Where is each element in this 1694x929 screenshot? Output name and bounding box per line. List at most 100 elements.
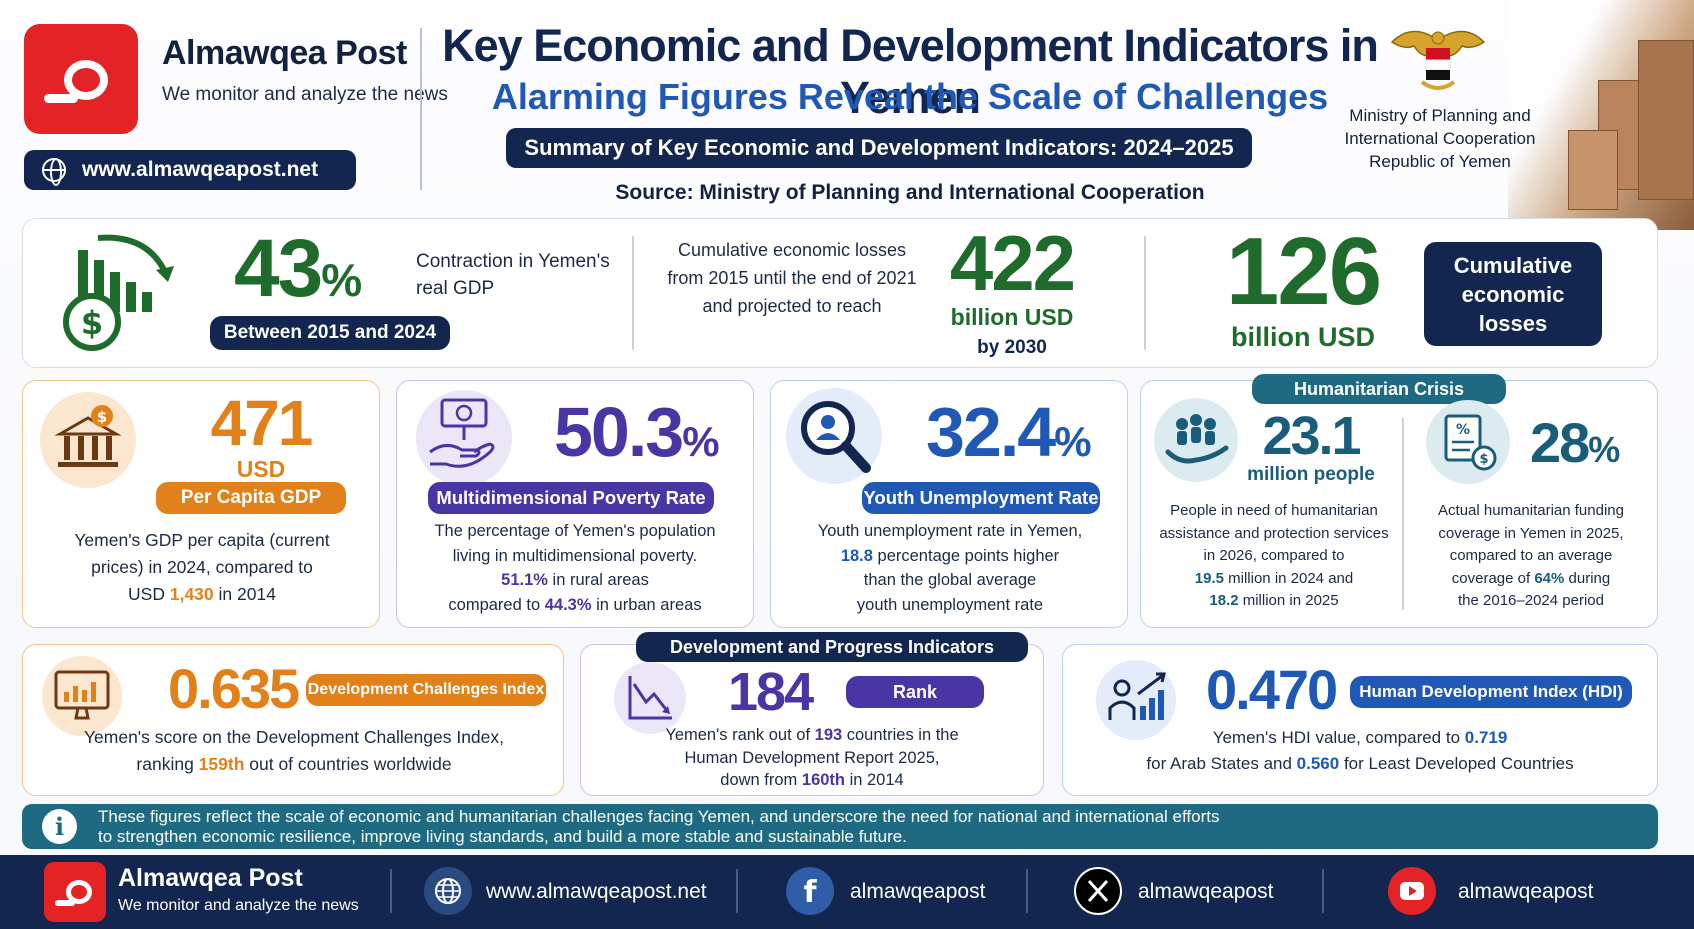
- footer-divider: [1322, 869, 1324, 913]
- hdi-value: 0.470: [1206, 658, 1338, 721]
- funding-desc4: coverage of 64% during: [1408, 568, 1654, 591]
- hdi-arab-value: 0.719: [1464, 728, 1508, 747]
- poverty-urban-pre: compared to: [448, 595, 545, 614]
- declining-line-chart-icon: [614, 662, 686, 734]
- ministry-line1: Ministry of Planning and: [1349, 106, 1531, 125]
- funding-desc: Actual humanitarian funding coverage in …: [1408, 500, 1654, 613]
- losses-label-line2: economic: [1461, 282, 1565, 307]
- dci-desc: Yemen's score on the Development Challen…: [32, 724, 556, 778]
- globe-icon[interactable]: [424, 867, 472, 915]
- rank-desc1-post: countries in the: [842, 726, 959, 744]
- ministry-line2: International Cooperation: [1344, 129, 1536, 148]
- poverty-value: 50.3%: [554, 393, 720, 478]
- losses-label-line1: Cumulative: [1453, 253, 1573, 278]
- rank-2014-value: 160th: [801, 771, 845, 789]
- poverty-urban-text: in urban areas: [591, 595, 702, 614]
- funding-average-value: 64%: [1534, 569, 1565, 587]
- losses-cum-value: 126: [1225, 218, 1382, 325]
- people-value: 23.1: [1262, 406, 1361, 466]
- gdp-desc-line2: real GDP: [416, 278, 495, 299]
- poverty-value-number: 50.3: [554, 393, 684, 471]
- rank-total-value: 193: [814, 726, 843, 744]
- monitor-chart-icon: [42, 656, 122, 736]
- footer-brand-logo: [44, 862, 106, 922]
- losses-description: Cumulative economic losses from 2015 unt…: [660, 236, 924, 320]
- facebook-icon[interactable]: f: [786, 867, 834, 915]
- poverty-label: Multidimensional Poverty Rate: [428, 482, 714, 514]
- footer-facebook-link[interactable]: almawqeapost: [850, 880, 986, 903]
- dci-value: 0.635: [168, 657, 300, 720]
- footer-website-link[interactable]: www.almawqeapost.net: [486, 880, 707, 903]
- card-divider: [1402, 418, 1404, 610]
- youth-desc: Youth unemployment rate in Yemen, 18.8 p…: [780, 519, 1120, 617]
- per-capita-desc3-pre: USD: [128, 584, 170, 604]
- rank-desc3: down from 160th in 2014: [590, 769, 1034, 792]
- poverty-rural-value: 51.1%: [501, 571, 548, 589]
- footer-divider: [390, 869, 392, 913]
- x-icon[interactable]: [1074, 867, 1122, 915]
- losses-line3: and projected to reach: [702, 296, 882, 316]
- hdi-desc2-post: for Least Developed Countries: [1339, 754, 1574, 773]
- funding-value-unit: %: [1588, 429, 1620, 470]
- youth-desc3: than the global average: [863, 571, 1037, 589]
- funding-desc1: Actual humanitarian funding: [1438, 502, 1624, 519]
- funding-value: 28%: [1530, 414, 1620, 479]
- people-desc2: assistance and protection services: [1159, 524, 1389, 542]
- losses-cumulative-block: 126 billion USD: [1194, 222, 1412, 353]
- banner-line1: These figures reflect the scale of econo…: [98, 807, 1220, 826]
- card-divider: [632, 236, 634, 350]
- svg-text:$: $: [1479, 452, 1488, 467]
- ministry-label: Ministry of Planning and International C…: [1330, 104, 1550, 173]
- rank-desc: Yemen's rank out of 193 countries in the…: [590, 724, 1034, 792]
- people-block: 23.1 million people: [1246, 408, 1376, 486]
- per-capita-block: 471 USD: [176, 390, 346, 483]
- youth-value-unit: %: [1054, 418, 1091, 465]
- losses-2030-unit: billion USD: [950, 304, 1074, 330]
- footer-tagline: We monitor and analyze the news: [118, 897, 359, 914]
- gdp-value-unit: %: [321, 254, 362, 306]
- people-2025-value: 18.2: [1209, 592, 1239, 609]
- globe-icon: [42, 158, 66, 186]
- youth-desc1: Youth unemployment rate in Yemen,: [817, 522, 1083, 540]
- gdp-value-number: 43: [234, 223, 323, 314]
- per-capita-desc3: USD 1,430 in 2014: [32, 581, 372, 608]
- poverty-urban-value: 44.3%: [544, 595, 592, 614]
- page-subtitle: Alarming Figures Reveal the Scale of Cha…: [491, 76, 1329, 117]
- per-capita-desc2: prices) in 2024, compared to: [91, 557, 313, 577]
- youth-desc2-text: percentage points higher: [872, 546, 1060, 565]
- youth-value: 32.4%: [926, 396, 1092, 478]
- hdi-ldc-value: 0.560: [1296, 754, 1340, 773]
- rank-header: Development and Progress Indicators: [636, 632, 1028, 662]
- poverty-urban: compared to 44.3% in urban areas: [404, 593, 746, 618]
- document-coins-icon: % $: [1426, 400, 1510, 484]
- people-unit: million people: [1247, 464, 1375, 485]
- people-hand-icon: [1154, 398, 1238, 482]
- footer-x-link[interactable]: almawqeapost: [1138, 880, 1274, 903]
- footer-youtube-link[interactable]: almawqeapost: [1458, 880, 1594, 903]
- losses-cum-unit: billion USD: [1231, 322, 1375, 352]
- info-banner: i These figures reflect the scale of eco…: [22, 804, 1658, 849]
- people-desc3: in 2026, compared to: [1203, 547, 1345, 564]
- page-title: Key Economic and Development Indicators …: [442, 20, 1379, 123]
- footer-divider: [736, 869, 738, 913]
- dci-label: Development Challenges Index: [306, 674, 546, 706]
- hdi-desc1-pre: Yemen's HDI value, compared to: [1212, 728, 1465, 747]
- youtube-icon[interactable]: [1388, 867, 1436, 915]
- website-text: www.almawqeapost.net: [82, 158, 319, 181]
- youth-desc2: 18.8 percentage points higher: [780, 544, 1120, 569]
- city-skyline-image: [1508, 0, 1694, 230]
- person-growth-chart-icon: [1096, 660, 1176, 740]
- dci-desc2: ranking 159th out of countries worldwide: [32, 751, 556, 778]
- bank-dollar-icon: $: [40, 392, 136, 488]
- svg-text:%: %: [1456, 422, 1470, 438]
- per-capita-desc1: Yemen's GDP per capita (current: [74, 530, 330, 550]
- website-link[interactable]: www.almawqeapost.net: [24, 150, 356, 190]
- rank-desc2: Human Development Report 2025,: [684, 748, 940, 767]
- header-divider: [420, 28, 422, 190]
- source-text: Source: Ministry of Planning and Interna…: [615, 181, 1205, 204]
- people-desc5-text: million in 2025: [1238, 592, 1339, 609]
- losses-by-2030: by 2030: [977, 337, 1047, 358]
- rank-desc1: Yemen's rank out of 193 countries in the: [590, 724, 1034, 747]
- poverty-rural-text: in rural areas: [547, 571, 649, 589]
- svg-text:$: $: [81, 304, 103, 342]
